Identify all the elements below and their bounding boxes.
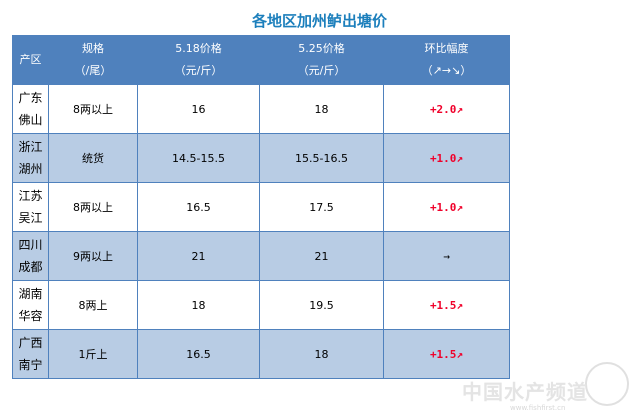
table-row: 四川 成都 9两以上 21 21 → <box>12 231 510 281</box>
table-row: 湖南 华容 8两上 18 19.5 +1.5↗ <box>12 280 510 330</box>
table-header: 产区 规格 （/尾） 5.18价格 （元/斤） 5.25价格 （元/斤） 环比幅度 （↗… <box>12 35 510 85</box>
table-row: 江苏 吴江 8两以上 16.5 17.5 +1.0↗ <box>12 182 510 232</box>
change-cell: +1.5↗ <box>383 329 510 379</box>
table-row: 广东 佛山 8两以上 16 18 +2.0↗ <box>12 84 510 134</box>
change-value: +1.0↗ <box>429 200 464 214</box>
region-cell: 广东 佛山 <box>12 84 49 134</box>
price-table: 产区 规格 （/尾） 5.18价格 （元/斤） 5.25价格 （元/斤） 环比幅度 （↗… <box>12 35 510 379</box>
price-518-cell: 18 <box>137 280 260 330</box>
region-cell: 广西 南宁 <box>12 329 49 379</box>
price-525-cell: 19.5 <box>259 280 384 330</box>
header-change: 环比幅度 （↗→↘） <box>383 35 510 85</box>
table-row: 广西 南宁 1斤上 16.5 18 +1.5↗ <box>12 329 510 379</box>
price-518-cell: 14.5-15.5 <box>137 133 260 183</box>
region-cell: 江苏 吴江 <box>12 182 49 232</box>
change-cell: +2.0↗ <box>383 84 510 134</box>
header-price-518: 5.18价格 （元/斤） <box>137 35 260 85</box>
change-value: +1.0↗ <box>429 151 464 165</box>
region-cell: 四川 成都 <box>12 231 49 281</box>
watermark-globe-icon <box>585 362 629 406</box>
price-518-cell: 16 <box>137 84 260 134</box>
region-cell: 湖南 华容 <box>12 280 49 330</box>
page-title: 各地区加州鲈出塘价 <box>251 12 387 30</box>
watermark: 中国水产频道 <box>462 380 588 404</box>
price-525-cell: 18 <box>259 329 384 379</box>
price-525-cell: 15.5-16.5 <box>259 133 384 183</box>
change-cell: → <box>383 231 510 281</box>
spec-cell: 统货 <box>48 133 138 183</box>
change-value: +2.0↗ <box>429 102 464 116</box>
region-cell: 浙江 湖州 <box>12 133 49 183</box>
price-518-cell: 21 <box>137 231 260 281</box>
price-525-cell: 17.5 <box>259 182 384 232</box>
table-row: 浙江 湖州 统货 14.5-15.5 15.5-16.5 +1.0↗ <box>12 133 510 183</box>
header-price-525: 5.25价格 （元/斤） <box>259 35 384 85</box>
spec-cell: 8两以上 <box>48 84 138 134</box>
change-value: +1.5↗ <box>429 347 464 361</box>
spec-cell: 8两以上 <box>48 182 138 232</box>
change-cell: +1.5↗ <box>383 280 510 330</box>
header-region: 产区 <box>12 35 49 85</box>
change-value: +1.5↗ <box>429 298 464 312</box>
price-518-cell: 16.5 <box>137 182 260 232</box>
price-518-cell: 16.5 <box>137 329 260 379</box>
price-525-cell: 21 <box>259 231 384 281</box>
spec-cell: 1斤上 <box>48 329 138 379</box>
price-525-cell: 18 <box>259 84 384 134</box>
change-cell: +1.0↗ <box>383 133 510 183</box>
spec-cell: 8两上 <box>48 280 138 330</box>
header-spec: 规格 （/尾） <box>48 35 138 85</box>
change-cell: +1.0↗ <box>383 182 510 232</box>
spec-cell: 9两以上 <box>48 231 138 281</box>
watermark-url: www.fishfirst.cn <box>510 404 566 412</box>
change-value: → <box>443 249 450 263</box>
